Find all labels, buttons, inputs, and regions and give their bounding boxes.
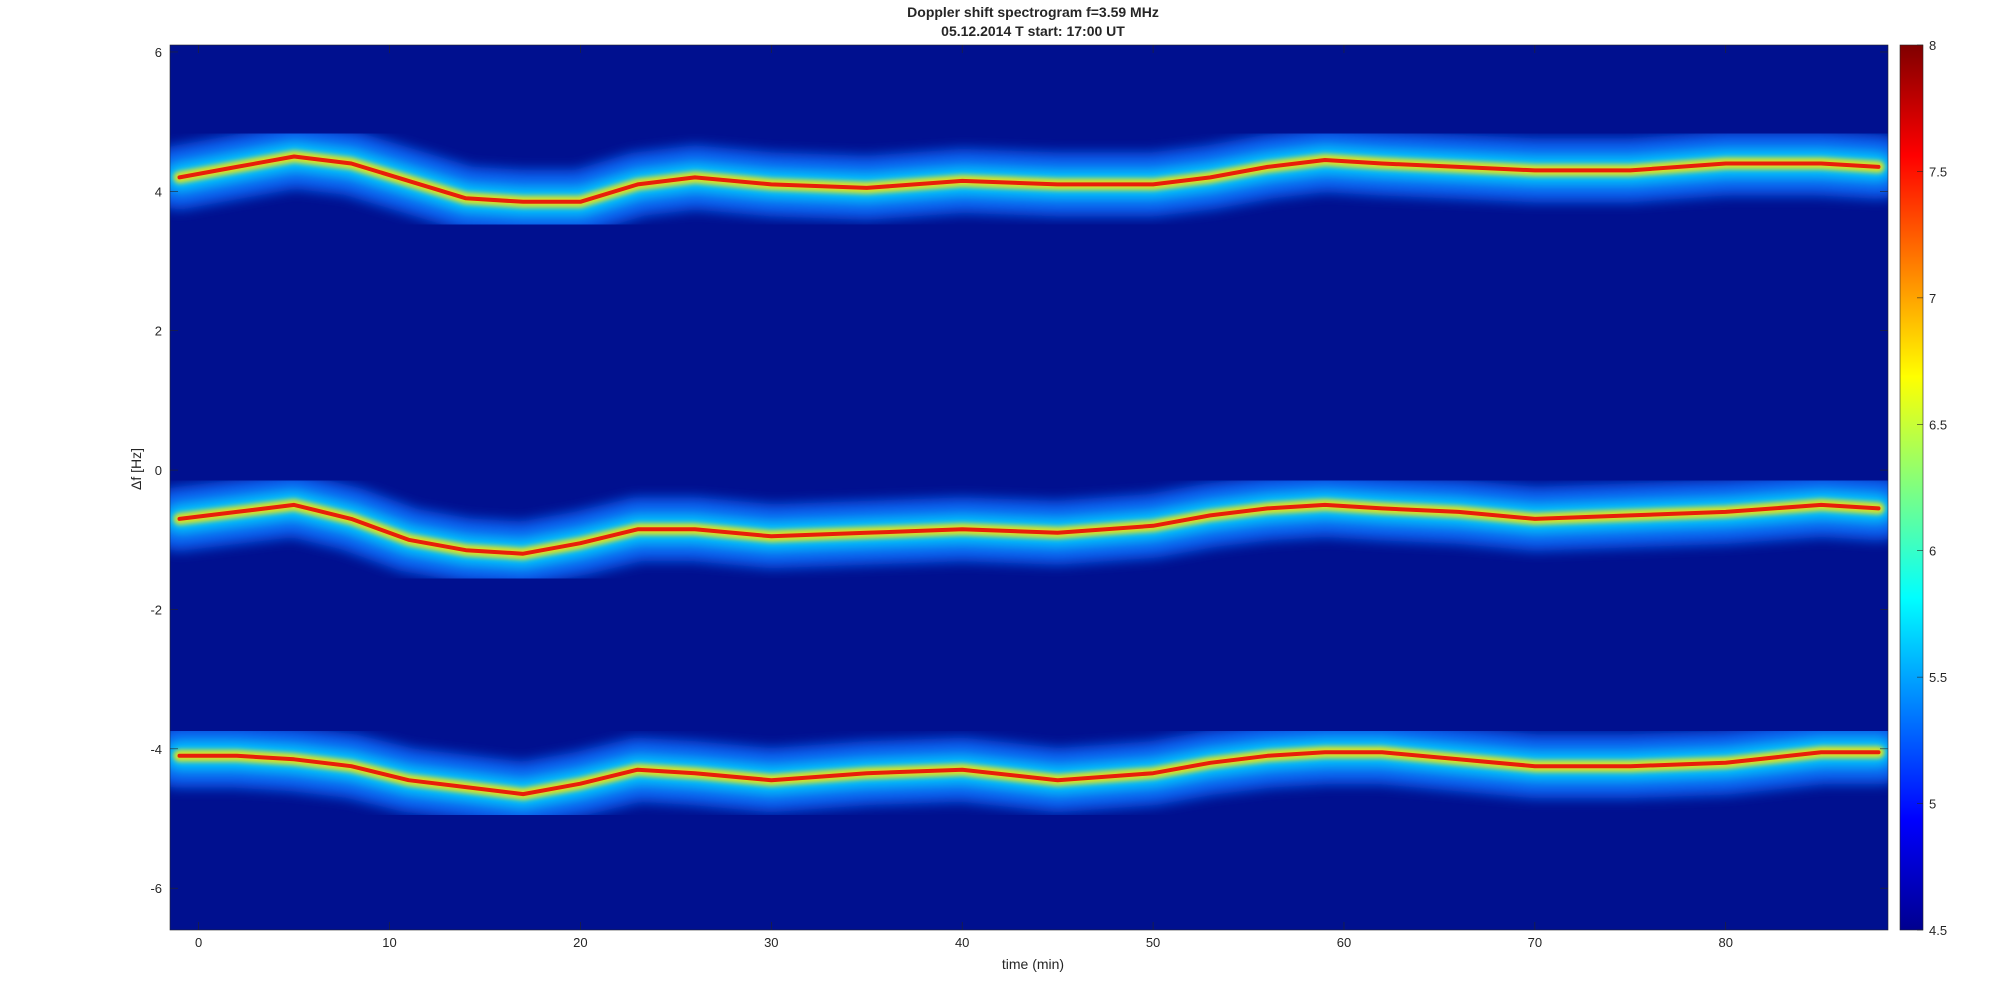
x-tick-label: 0 xyxy=(195,935,202,950)
y-tick-label: 2 xyxy=(155,324,162,339)
colorbar-tick-label: 5.5 xyxy=(1929,670,1947,685)
x-tick-label: 80 xyxy=(1719,935,1733,950)
x-tick-label: 20 xyxy=(573,935,587,950)
colorbar-tick-label: 6.5 xyxy=(1929,417,1947,432)
y-tick-label: -4 xyxy=(150,742,162,757)
x-axis-label: time (min) xyxy=(1001,956,1065,972)
y-axis-label: Δf [Hz] xyxy=(128,447,144,490)
chart-title: Doppler shift spectrogram f=3.59 MHz xyxy=(907,4,1159,20)
colorbar-tick-label: 6 xyxy=(1929,544,1936,559)
x-axis: 0 10 20 30 40 50 60 70 80 xyxy=(195,45,1733,950)
spectral-traces xyxy=(170,124,1888,827)
y-tick-label: -2 xyxy=(150,602,162,617)
x-tick-label: 30 xyxy=(764,935,778,950)
colorbar xyxy=(1899,44,1924,931)
trace-line xyxy=(177,750,1881,797)
colorbar-ticks: 8 7.5 7 6.5 6 5.5 5 4.5 xyxy=(1917,38,1947,938)
colorbar-tick-label: 7 xyxy=(1929,291,1936,306)
x-tick-label: 50 xyxy=(1146,935,1160,950)
plot-frame xyxy=(169,44,1889,931)
x-tick-label: 60 xyxy=(1337,935,1351,950)
y-tick-label: 0 xyxy=(155,463,162,478)
x-tick-label: 40 xyxy=(955,935,969,950)
x-tick-label: 70 xyxy=(1528,935,1542,950)
colorbar-tick-label: 4.5 xyxy=(1929,923,1947,938)
y-axis: 6 4 2 0 -2 -4 -6 xyxy=(150,45,1888,896)
y-tick-label: 6 xyxy=(155,45,162,60)
colorbar-tick-label: 5 xyxy=(1929,797,1936,812)
colorbar-tick-label: 7.5 xyxy=(1929,164,1947,179)
y-tick-label: -6 xyxy=(150,881,162,896)
trace-line xyxy=(177,502,1881,556)
y-tick-label: 4 xyxy=(155,184,162,199)
x-tick-label: 10 xyxy=(382,935,396,950)
chart-subtitle: 05.12.2014 T start: 17:00 UT xyxy=(941,23,1125,39)
colorbar-tick-label: 8 xyxy=(1929,38,1936,53)
trace-line xyxy=(177,154,1881,204)
